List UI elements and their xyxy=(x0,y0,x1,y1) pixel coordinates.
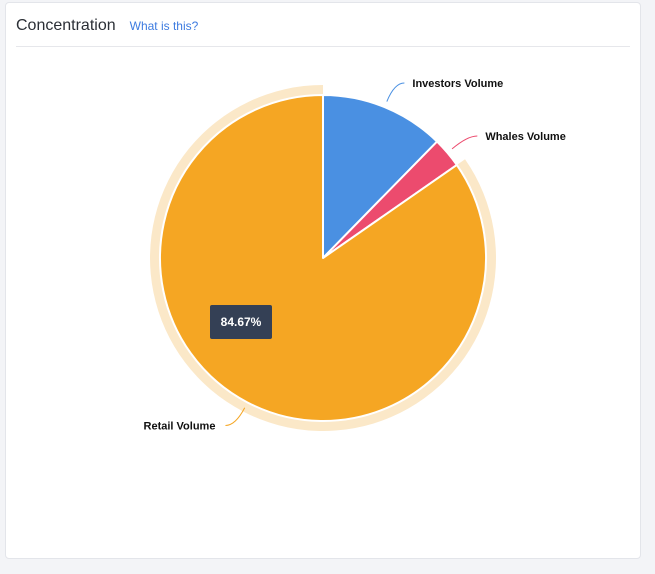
tooltip-box xyxy=(210,305,272,339)
tooltip-value: 84.67% xyxy=(221,315,262,329)
connector-retail-volume xyxy=(225,407,246,427)
connector-investors-volume xyxy=(386,82,405,102)
pie-slice-investors-volume[interactable] xyxy=(322,94,439,259)
slice-label-whales-volume: Whales Volume xyxy=(485,131,565,143)
slice-label-investors-volume: Investors Volume xyxy=(412,78,503,90)
slice-label-retail-volume: Retail Volume xyxy=(144,421,216,433)
connector-whales-volume xyxy=(451,135,478,150)
what-is-this-link[interactable]: What is this? xyxy=(129,19,199,33)
card-title: Concentration xyxy=(16,17,116,34)
card-header: Concentration What is this? xyxy=(16,16,630,47)
pie-slice-retail-volume[interactable] xyxy=(159,94,487,422)
